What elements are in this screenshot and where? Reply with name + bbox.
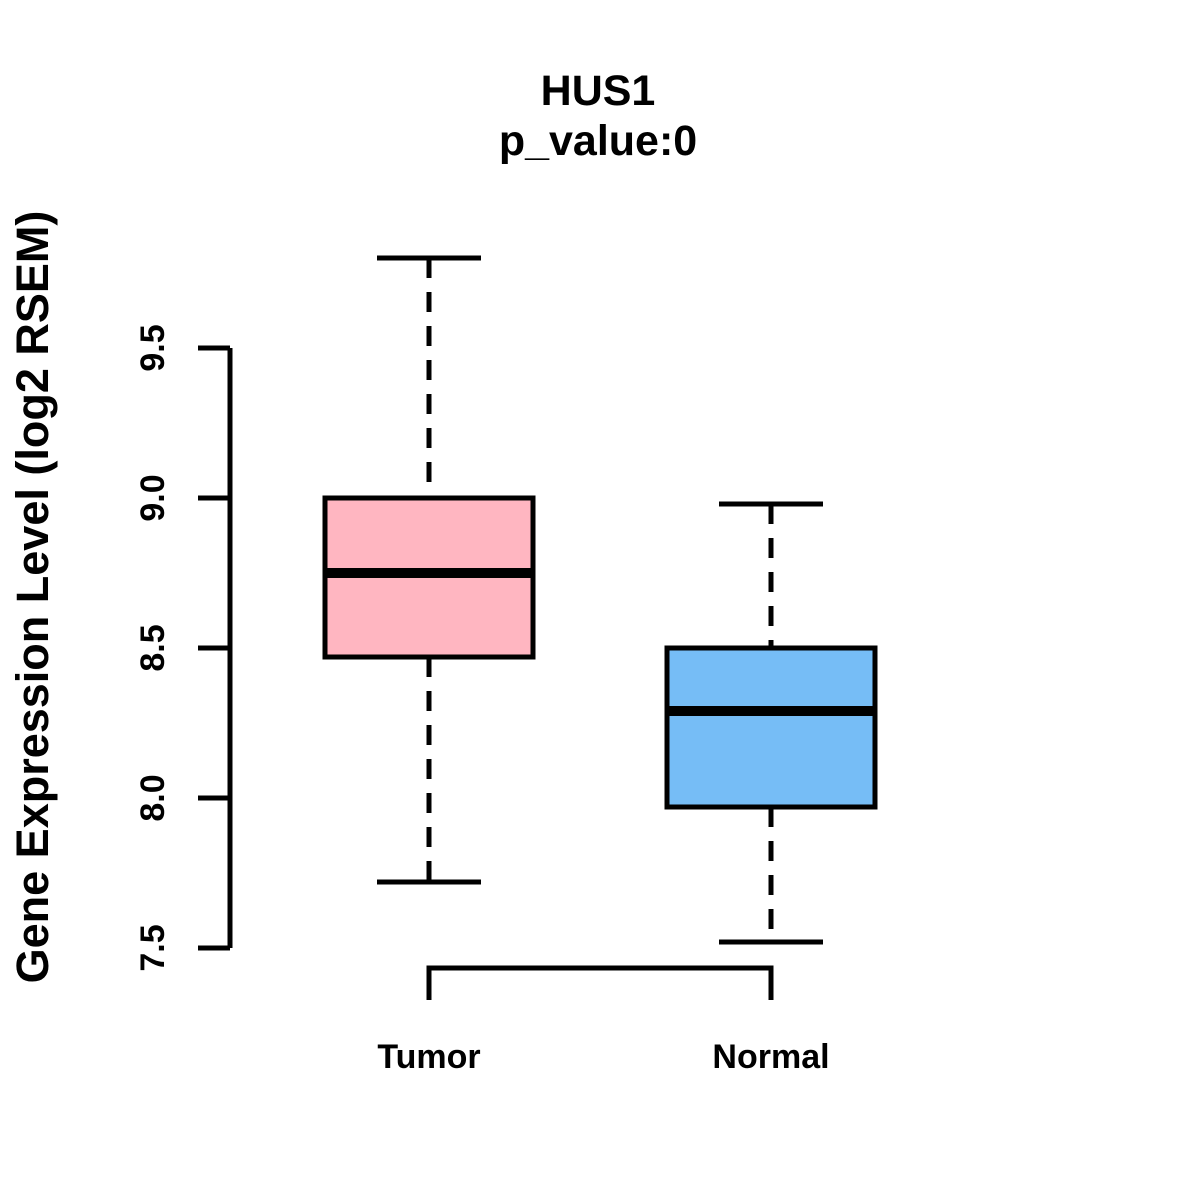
- y-tick-label: 9.5: [134, 324, 172, 371]
- box-normal: [664, 645, 878, 810]
- category-label-normal: Normal: [712, 1038, 829, 1076]
- x-axis-bracket: [426, 965, 774, 1000]
- y-tick-label: 8.0: [134, 774, 172, 821]
- category-label-tumor: Tumor: [377, 1038, 480, 1076]
- title-block: HUS1 p_value:0: [0, 66, 1196, 166]
- y-tick-label: 8.5: [134, 624, 172, 671]
- chart-title: HUS1: [540, 67, 656, 115]
- chart-subtitle: p_value:0: [498, 117, 698, 165]
- y-tick-label: 9.0: [134, 474, 172, 521]
- y-tick-label: 7.5: [134, 924, 172, 971]
